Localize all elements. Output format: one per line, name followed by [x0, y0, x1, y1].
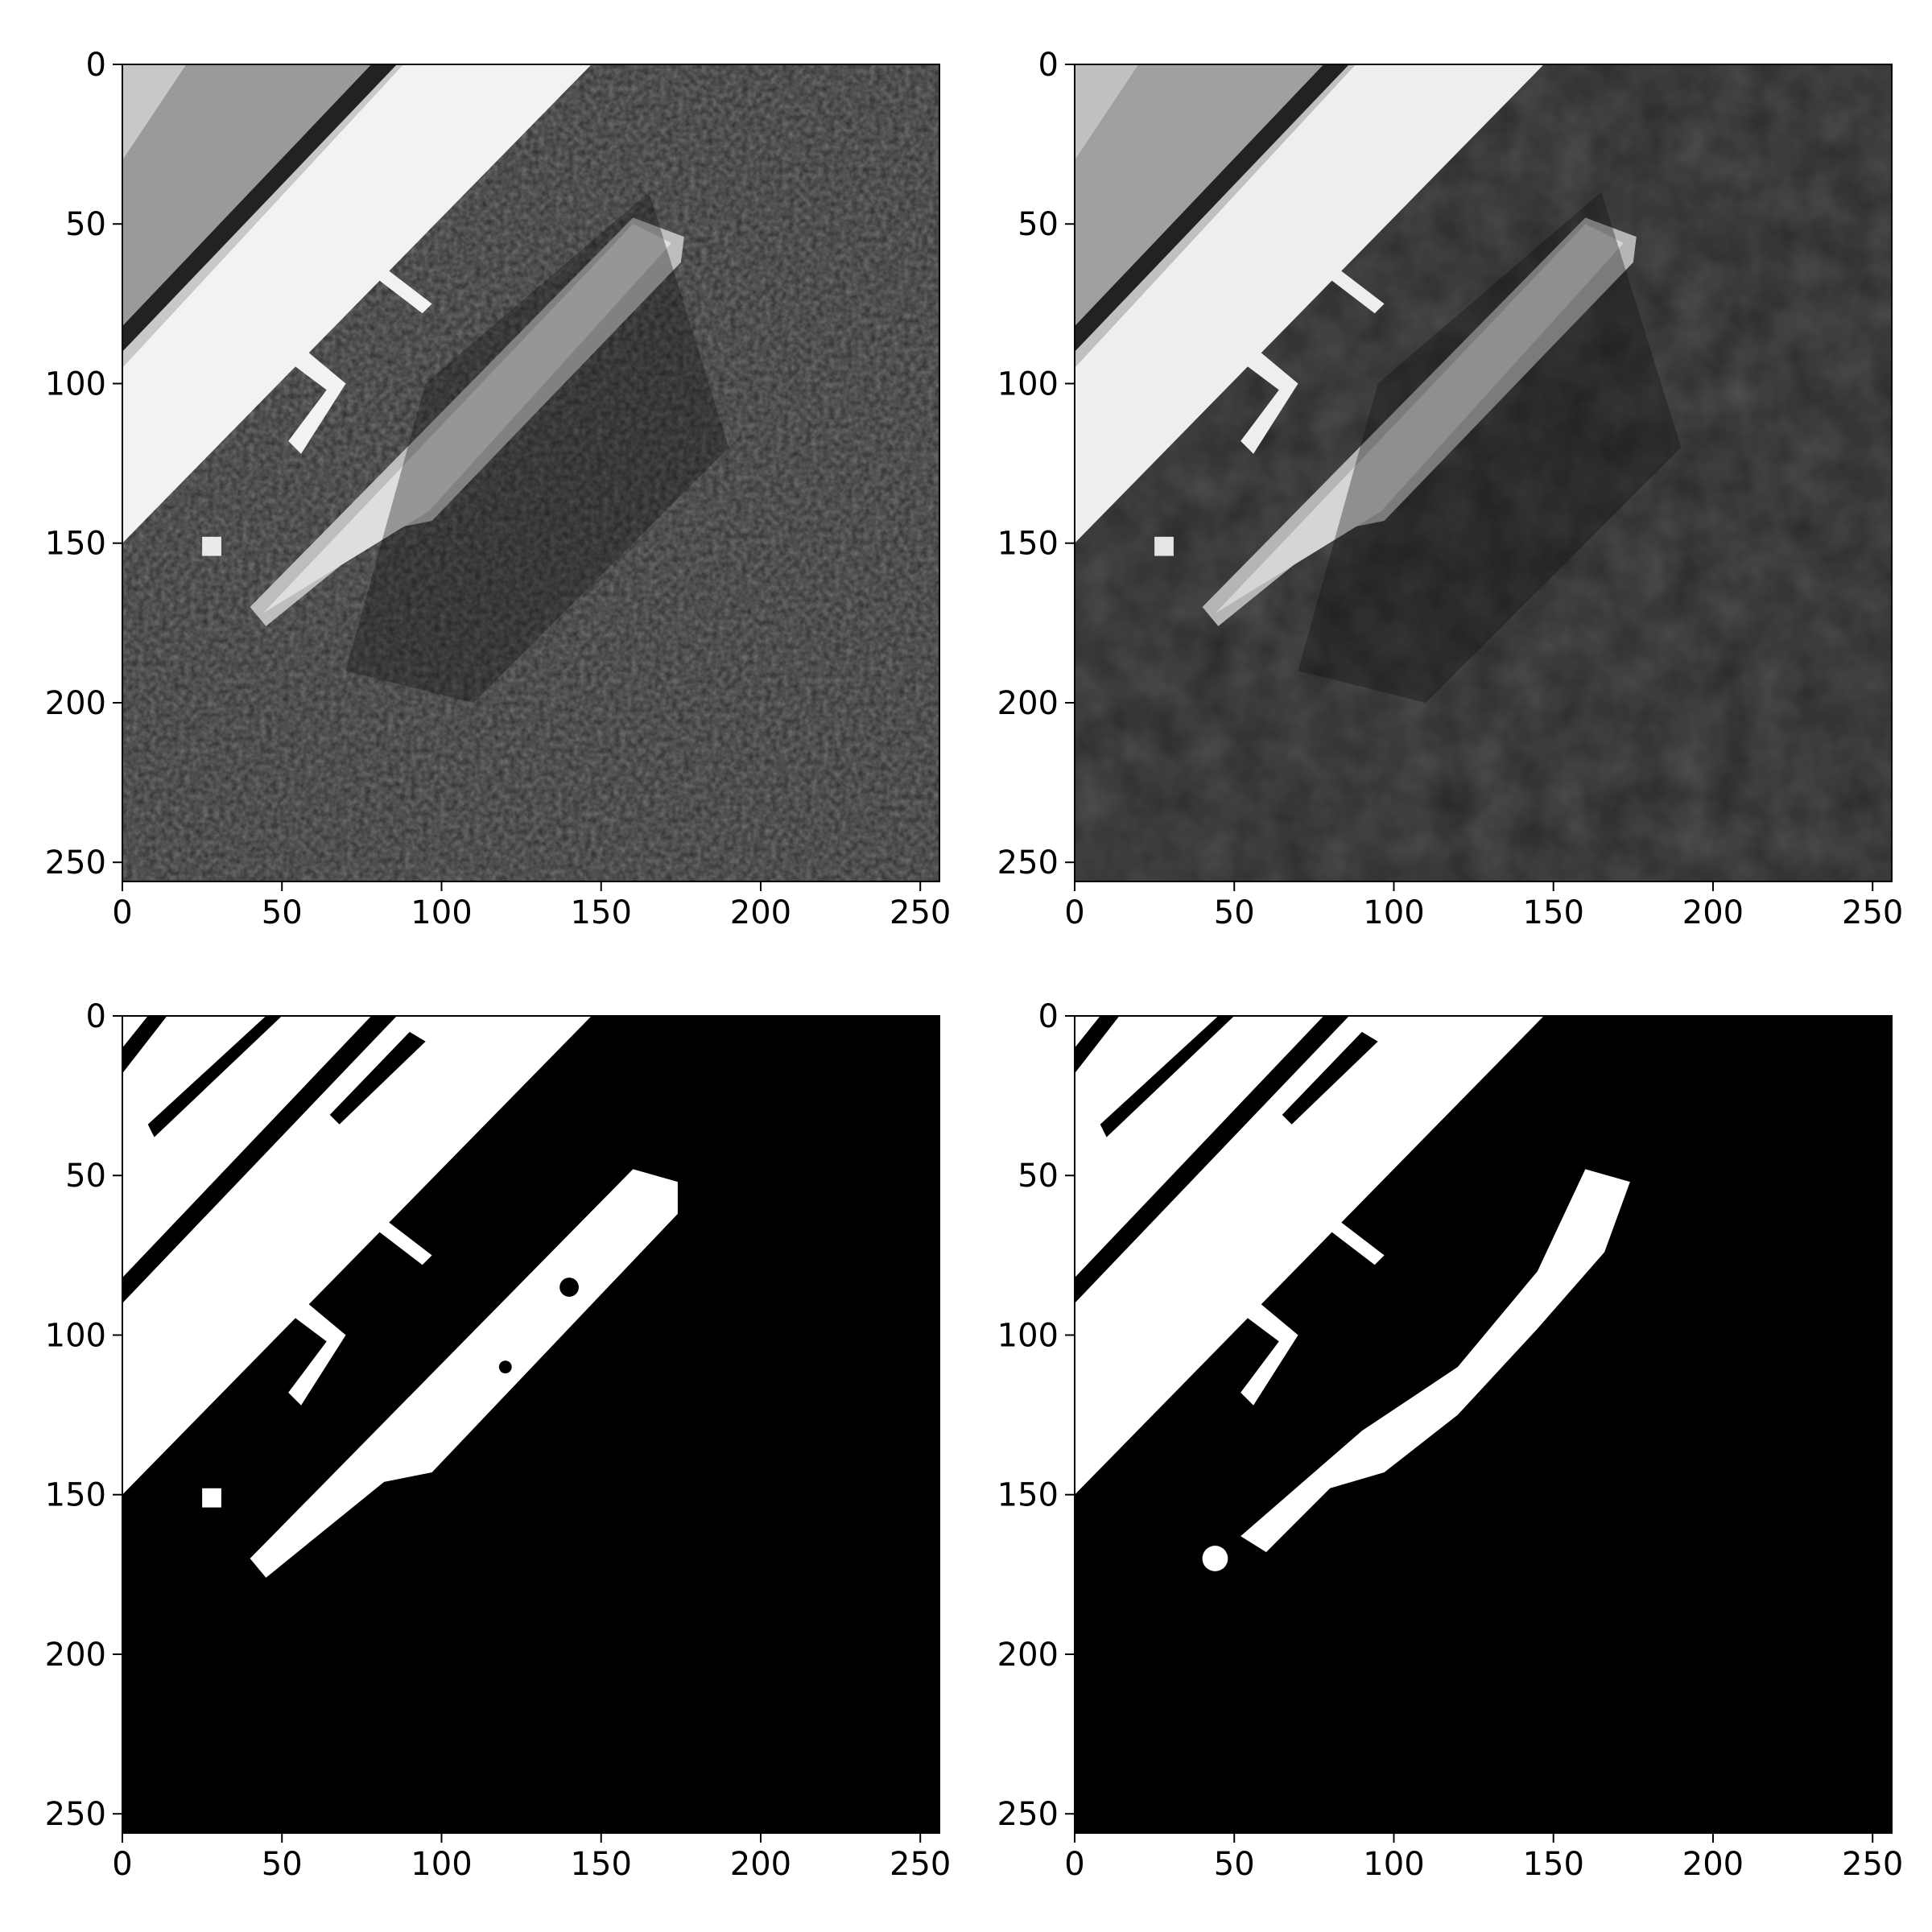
image-top-right — [1075, 64, 1892, 881]
x-tick-label: 250 — [890, 894, 951, 931]
x-tick-label: 150 — [571, 894, 632, 931]
y-tick-label: 50 — [1018, 1158, 1059, 1195]
x-tick-label: 0 — [1064, 1846, 1084, 1883]
panel-bottom-left — [122, 1015, 940, 1834]
y-tick-label: 0 — [1038, 47, 1059, 84]
x-tick-label: 250 — [1842, 1846, 1903, 1883]
x-tick-label: 250 — [1842, 894, 1903, 931]
y-tick-label: 50 — [65, 1158, 106, 1195]
y-tick-label: 200 — [45, 1637, 106, 1674]
x-tick-label: 200 — [730, 1846, 791, 1883]
y-tick-label: 150 — [45, 526, 106, 563]
y-tick-label: 100 — [997, 365, 1059, 402]
x-tick-label: 100 — [1363, 1846, 1424, 1883]
x-tick-label: 0 — [1064, 894, 1084, 931]
image-bottom-right — [1075, 1016, 1892, 1833]
x-tick-label: 0 — [112, 894, 132, 931]
x-tick-label: 50 — [262, 1846, 303, 1883]
x-tick-label: 250 — [890, 1846, 951, 1883]
x-tick-label: 150 — [1523, 894, 1584, 931]
axes-frame-bottom-left — [122, 1015, 940, 1834]
x-tick-label: 200 — [1682, 1846, 1744, 1883]
y-tick-label: 250 — [997, 1796, 1059, 1833]
x-tick-label: 0 — [112, 1846, 132, 1883]
x-tick-label: 100 — [1363, 894, 1424, 931]
panel-top-left — [122, 64, 940, 882]
image-top-left — [122, 64, 939, 881]
x-tick-label: 100 — [411, 894, 472, 931]
panel-bottom-right — [1074, 1015, 1893, 1834]
y-tick-label: 200 — [45, 685, 106, 722]
image-bottom-left — [122, 1016, 939, 1833]
y-tick-label: 100 — [45, 365, 106, 402]
axes-frame-top-right — [1074, 64, 1893, 882]
y-tick-label: 200 — [997, 1637, 1059, 1674]
y-tick-label: 250 — [997, 844, 1059, 881]
y-tick-label: 250 — [45, 1796, 106, 1833]
y-tick-label: 0 — [86, 47, 106, 84]
y-tick-label: 100 — [45, 1317, 106, 1354]
panel-top-right — [1074, 64, 1893, 882]
y-tick-label: 150 — [45, 1477, 106, 1514]
x-tick-label: 200 — [1682, 894, 1744, 931]
axes-frame-top-left — [122, 64, 940, 882]
y-tick-label: 200 — [997, 685, 1059, 722]
y-tick-label: 50 — [1018, 206, 1059, 243]
axes-frame-bottom-right — [1074, 1015, 1893, 1834]
y-tick-label: 0 — [1038, 998, 1059, 1035]
y-tick-label: 0 — [86, 998, 106, 1035]
y-tick-label: 150 — [997, 526, 1059, 563]
y-tick-label: 100 — [997, 1317, 1059, 1354]
y-tick-label: 50 — [65, 206, 106, 243]
x-tick-label: 50 — [262, 894, 303, 931]
x-tick-label: 100 — [411, 1846, 472, 1883]
x-tick-label: 50 — [1214, 894, 1255, 931]
x-tick-label: 150 — [1523, 1846, 1584, 1883]
y-tick-label: 150 — [997, 1477, 1059, 1514]
x-tick-label: 200 — [730, 894, 791, 931]
y-tick-label: 250 — [45, 844, 106, 881]
x-tick-label: 150 — [571, 1846, 632, 1883]
x-tick-label: 50 — [1214, 1846, 1255, 1883]
